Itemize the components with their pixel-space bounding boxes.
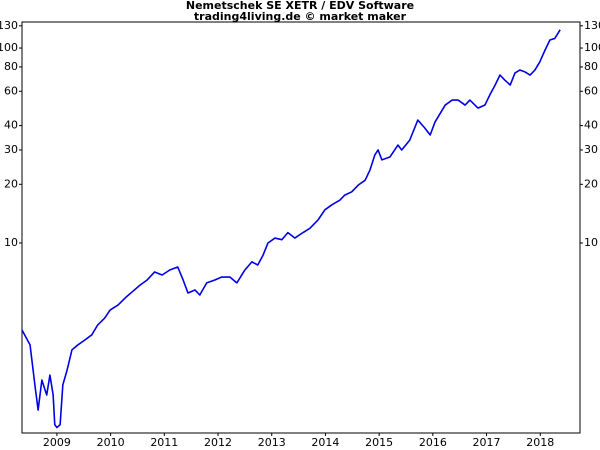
y-tick-label: 10 [4,236,18,249]
x-tick-label: 2018 [526,436,554,449]
y-tick-label: 100 [0,41,18,54]
y-tick-label: 80 [4,60,18,73]
x-tick-label: 2012 [204,436,232,449]
plot-frame [21,21,581,434]
x-tick-label: 2009 [43,436,71,449]
y2-tick-label: 60 [584,84,598,97]
y-tick-label: 130 [0,19,18,32]
y2-tick-label: 30 [584,143,598,156]
price-line [21,29,561,429]
x-tick-label: 2010 [97,436,125,449]
x-tick-label: 2014 [311,436,339,449]
x-tick-label: 2013 [258,436,286,449]
y2-tick-label: 20 [584,177,598,190]
chart-title: Nemetschek SE XETR / EDV Software [186,0,414,12]
y2-tick-label: 40 [584,119,598,132]
y-tick-label: 40 [4,119,18,132]
x-tick-label: 2011 [150,436,178,449]
y-tick-label: 20 [4,177,18,190]
chart-subtitle: trading4living.de © market maker [194,10,407,23]
x-tick-label: 2015 [365,436,393,449]
x-tick-label: 2017 [473,436,501,449]
y2-tick-label: 100 [584,41,600,54]
y2-tick-label: 80 [584,60,598,73]
y-tick-label: 30 [4,143,18,156]
y2-tick-label: 10 [584,236,598,249]
x-tick-label: 2016 [419,436,447,449]
y-tick-label: 60 [4,84,18,97]
y2-tick-label: 130 [584,19,600,32]
